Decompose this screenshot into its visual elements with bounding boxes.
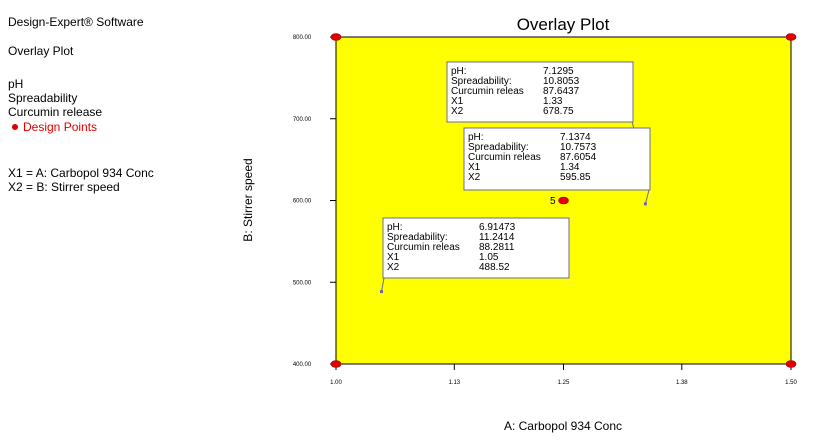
flag-3: pH: 6.91473 Spreadability: 11.2414 Curcumin … [380,217,570,294]
flag-anchor-marker [643,202,647,206]
flag-row-value: 10.7573 [560,142,597,153]
plot-type-label: Overlay Plot [8,44,74,58]
legend-design-points-label: Design Points [23,120,98,134]
design-point-count-label: 5 [550,196,556,207]
response-spreadability: Spreadability [8,91,78,105]
flag-row-value: 488.52 [479,262,510,273]
design-point [785,360,797,368]
flag-row-value: 1.34 [560,162,580,173]
flag-row-label: X2 [468,172,481,183]
software-name: Design-Expert® Software [8,15,144,29]
flag-anchor-marker [380,290,383,294]
flag-row-value: 595.85 [560,172,591,183]
y-tick-label: 400.00 [293,362,312,368]
flag-box [382,217,570,279]
flag-2: pH: 7.1374 Spreadability: 10.7573 Curcumin r… [463,127,651,206]
flag-row-label: pH: [387,222,403,233]
flag-row-label: Curcumin releas [451,86,524,97]
flag-row-value: 1.33 [543,96,563,107]
flag-leader-line [644,189,650,205]
flag-row-value: 1.05 [479,252,499,263]
axis-ticks: 400.00 500.00 600.00 700.00 800.00 1.00 1.13 1.… [293,35,798,386]
flag-leader-line [381,277,385,292]
x-tick-label: 1.25 [558,380,570,386]
flag-row-label: Spreadability: [451,76,512,87]
legend-design-points: Design Points [12,120,97,134]
response-curcumin-release: Curcumin release [8,105,103,119]
flag-row-label: Spreadability: [387,232,448,243]
flag-row-label: Curcumin releas [387,242,460,253]
flag-row-label: X2 [387,262,400,273]
chart-title: Overlay Plot [517,15,610,34]
flag-row-label: X1 [468,162,481,173]
y-axis-label: B: Stirrer speed [241,158,255,241]
flag-box [446,61,634,123]
factor-x2: X2 = B: Stirrer speed [8,180,120,194]
flag-row-value: 6.91473 [479,222,516,233]
y-tick-label: 500.00 [293,280,312,286]
response-ph: pH [8,77,24,91]
design-point-legend-icon [12,124,18,130]
flag-row-label: Spreadability: [468,142,529,153]
design-point [330,360,342,368]
design-point [558,196,569,205]
flag-row-value: 7.1295 [543,66,574,77]
flag-row-label: X1 [451,96,464,107]
y-tick-label: 600.00 [293,199,312,205]
flag-row-value: 87.6054 [560,152,597,163]
design-points-layer: 5 [330,33,797,368]
factor-x1: X1 = A: Carbopol 934 Conc [8,166,154,180]
design-point [785,33,797,41]
flag-row-value: 87.6437 [543,86,580,97]
x-axis-label: A: Carbopol 934 Conc [504,419,622,433]
flag-row-label: X1 [387,252,400,263]
flags-layer: pH: 7.1295 Spreadability: 10.8053 Curcumin r… [380,61,651,294]
flag-row-value: 7.1374 [560,132,591,143]
flag-1: pH: 7.1295 Spreadability: 10.8053 Curcumin r… [446,61,638,138]
flag-row-value: 88.2811 [479,242,515,253]
flag-row-label: pH: [468,132,484,143]
flag-box [463,127,651,191]
design-point [330,33,342,41]
x-tick-label: 1.50 [785,380,797,386]
x-tick-label: 1.38 [676,380,688,386]
x-tick-label: 1.00 [330,380,342,386]
flag-row-label: Curcumin releas [468,152,541,163]
flag-row-value: 678.75 [543,106,574,117]
flag-row-value: 11.2414 [479,232,515,243]
flag-row-value: 10.8053 [543,76,580,87]
flag-row-label: pH: [451,66,467,77]
y-tick-label: 800.00 [293,35,312,41]
y-tick-label: 700.00 [293,117,312,123]
x-tick-label: 1.13 [448,380,460,386]
flag-row-label: X2 [451,106,464,117]
